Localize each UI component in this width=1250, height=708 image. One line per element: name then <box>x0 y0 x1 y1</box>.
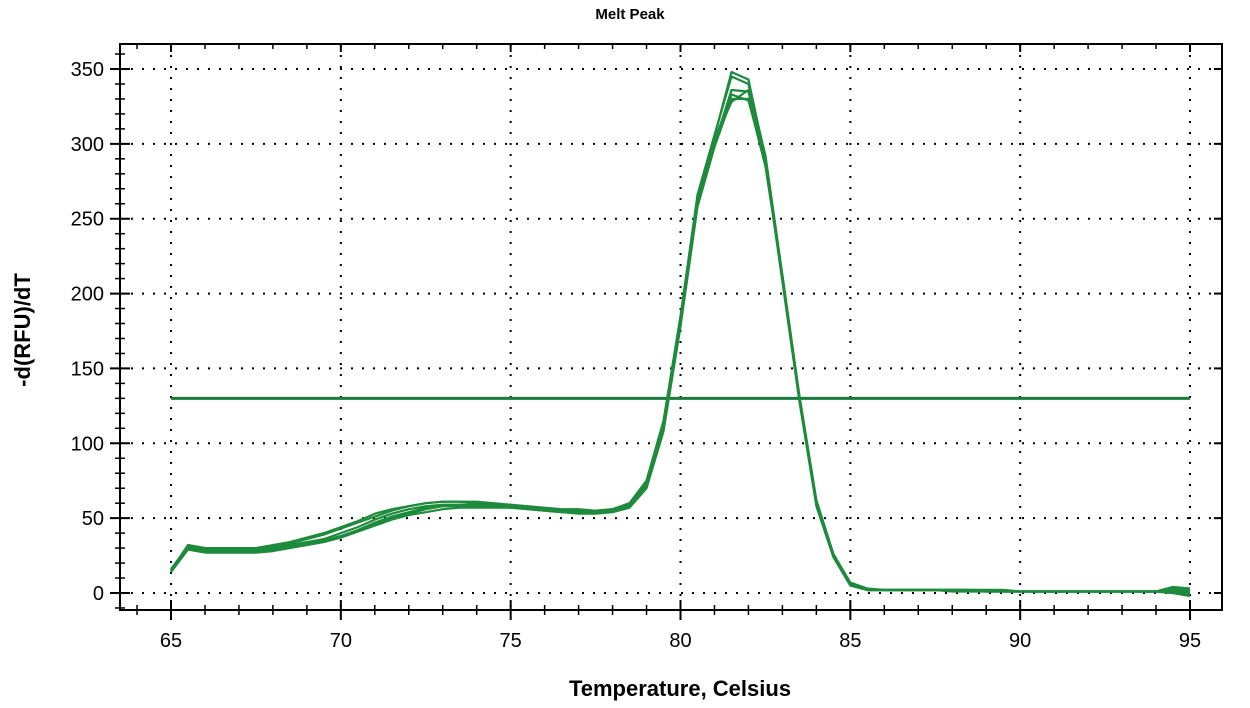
x-tick-label: 70 <box>330 630 352 652</box>
y-tick-label: 250 <box>71 209 104 231</box>
x-tick-label: 80 <box>669 630 691 652</box>
y-tick-label: 350 <box>71 59 104 81</box>
y-tick-label: 150 <box>71 358 104 380</box>
x-tick-label: 85 <box>839 630 861 652</box>
series-group <box>170 70 1191 598</box>
y-tick-label: 200 <box>71 284 104 306</box>
melt-curve-trace-3 <box>170 97 1191 596</box>
x-tick-label: 75 <box>500 630 522 652</box>
axes: 65 70 75 80 85 90 95 0 50 100 150 200 250 300 350 <box>71 43 1223 652</box>
y-tick-label: 100 <box>71 433 104 455</box>
x-tick-label: 65 <box>160 630 182 652</box>
y-tick-label: 0 <box>93 583 104 605</box>
chart-title: Melt Peak <box>595 6 665 23</box>
grid <box>120 44 1222 610</box>
x-tick-label: 90 <box>1009 630 1031 652</box>
melt-curve-trace-6 <box>170 93 1191 598</box>
y-tick-label: 50 <box>82 508 104 530</box>
x-tick-label: 95 <box>1179 630 1201 652</box>
y-tick-label: 300 <box>71 134 104 156</box>
x-axis-label: Temperature, Celsius <box>569 676 791 701</box>
plot-frame <box>119 43 1223 611</box>
melt-curve-trace-5 <box>170 75 1191 593</box>
y-axis-label: -d(RFU)/dT <box>10 273 35 387</box>
